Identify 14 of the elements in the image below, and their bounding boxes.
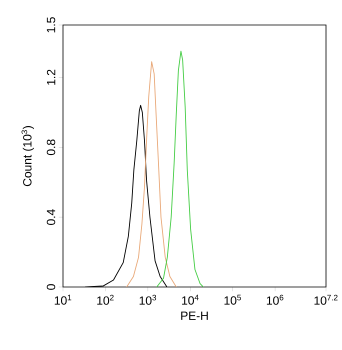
x-axis-title: PE-H (181, 312, 208, 320)
y-tick-label: 0.8 (46, 139, 56, 156)
x-tick-label: 10$^{3}$ (140, 294, 156, 305)
x-tick-label: 10$^{7.2}$ (314, 294, 338, 305)
y-tick-label: 1.2 (46, 70, 56, 85)
y-tick-label: 0 (46, 284, 56, 290)
x-tick-label: 10$^{4}$ (182, 294, 199, 305)
y-axis-title: Count (10$^{3}$) (22, 126, 34, 186)
y-tick-label: 1.5 (46, 17, 56, 32)
x-tick-label: 10$^{1}$ (54, 294, 72, 305)
x-tick-label: 10$^{2}$ (97, 294, 114, 305)
x-tick-label: 10$^{6}$ (266, 294, 284, 305)
x-tick-label: 10$^{5}$ (224, 294, 241, 305)
y-tick-label: 0.4 (46, 209, 56, 225)
